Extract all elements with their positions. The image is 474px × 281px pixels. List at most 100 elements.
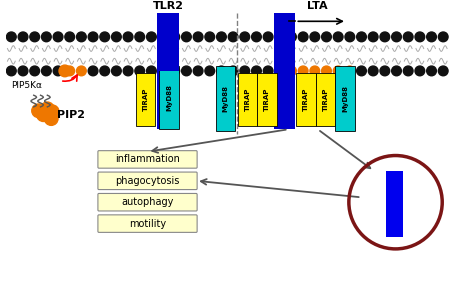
Bar [296, 73, 316, 126]
Circle shape [240, 32, 250, 42]
Circle shape [88, 32, 98, 42]
Circle shape [42, 66, 51, 76]
Bar [386, 171, 403, 237]
Circle shape [76, 66, 86, 76]
FancyBboxPatch shape [98, 193, 197, 211]
Text: TIRAP: TIRAP [245, 88, 251, 111]
Circle shape [298, 66, 308, 76]
Circle shape [7, 32, 16, 42]
Circle shape [228, 32, 238, 42]
Circle shape [415, 66, 425, 76]
Text: phagocytosis: phagocytosis [115, 176, 180, 186]
Circle shape [41, 102, 54, 116]
Text: TIRAP: TIRAP [322, 88, 328, 111]
Circle shape [252, 32, 261, 42]
Circle shape [193, 32, 203, 42]
Bar [216, 66, 235, 131]
Circle shape [438, 32, 448, 42]
Bar [274, 37, 295, 71]
Circle shape [30, 32, 39, 42]
Circle shape [392, 32, 401, 42]
Circle shape [415, 32, 425, 42]
Circle shape [427, 32, 437, 42]
Text: PIP5Kα: PIP5Kα [11, 81, 42, 90]
Circle shape [135, 32, 145, 42]
Circle shape [36, 108, 50, 121]
Circle shape [322, 32, 331, 42]
Circle shape [403, 66, 413, 76]
Text: LTA: LTA [308, 1, 328, 11]
Circle shape [18, 66, 28, 76]
Bar [335, 66, 355, 131]
Circle shape [427, 66, 437, 76]
Circle shape [287, 32, 296, 42]
Bar [238, 73, 257, 126]
Circle shape [228, 66, 238, 76]
Circle shape [59, 65, 71, 77]
Circle shape [403, 32, 413, 42]
Circle shape [111, 32, 121, 42]
Circle shape [45, 112, 58, 125]
FancyBboxPatch shape [98, 172, 197, 190]
Bar [136, 73, 155, 126]
Text: TIRAP: TIRAP [264, 88, 270, 111]
Circle shape [170, 32, 180, 42]
Circle shape [123, 66, 133, 76]
Circle shape [310, 32, 319, 42]
Circle shape [263, 66, 273, 76]
Circle shape [240, 66, 250, 76]
Text: MyD88: MyD88 [342, 85, 348, 112]
Circle shape [275, 66, 285, 76]
Circle shape [310, 66, 319, 76]
Circle shape [205, 66, 215, 76]
Circle shape [53, 66, 63, 76]
Circle shape [368, 66, 378, 76]
Text: inflammation: inflammation [115, 155, 180, 164]
Circle shape [182, 32, 191, 42]
Text: MyD88: MyD88 [222, 85, 228, 112]
Circle shape [53, 32, 63, 42]
Text: autophagy: autophagy [121, 197, 173, 207]
FancyBboxPatch shape [98, 215, 197, 232]
Circle shape [193, 66, 203, 76]
Circle shape [158, 32, 168, 42]
Circle shape [275, 32, 285, 42]
Circle shape [298, 32, 308, 42]
Circle shape [32, 104, 46, 117]
Circle shape [170, 66, 180, 76]
Bar [157, 71, 179, 129]
Circle shape [345, 66, 355, 76]
Circle shape [65, 32, 74, 42]
Circle shape [217, 32, 226, 42]
Circle shape [333, 66, 343, 76]
FancyBboxPatch shape [98, 151, 197, 168]
Circle shape [111, 66, 121, 76]
Circle shape [146, 32, 156, 42]
Text: TIRAP: TIRAP [143, 88, 148, 111]
Text: motility: motility [129, 219, 166, 229]
Circle shape [88, 66, 98, 76]
Circle shape [252, 66, 261, 76]
Circle shape [287, 66, 296, 76]
Circle shape [392, 66, 401, 76]
Circle shape [380, 32, 390, 42]
Bar [157, 13, 179, 37]
Circle shape [18, 32, 28, 42]
Circle shape [333, 32, 343, 42]
Circle shape [7, 66, 16, 76]
Circle shape [135, 66, 145, 76]
Circle shape [42, 32, 51, 42]
Circle shape [368, 32, 378, 42]
Bar [257, 73, 277, 126]
Circle shape [356, 66, 366, 76]
Bar [159, 66, 179, 129]
Circle shape [205, 32, 215, 42]
Text: TIRAP: TIRAP [303, 88, 309, 111]
Circle shape [146, 66, 156, 76]
Circle shape [380, 66, 390, 76]
Circle shape [76, 32, 86, 42]
Circle shape [100, 32, 109, 42]
Circle shape [263, 32, 273, 42]
Text: MyD88: MyD88 [166, 84, 172, 111]
Circle shape [100, 66, 109, 76]
